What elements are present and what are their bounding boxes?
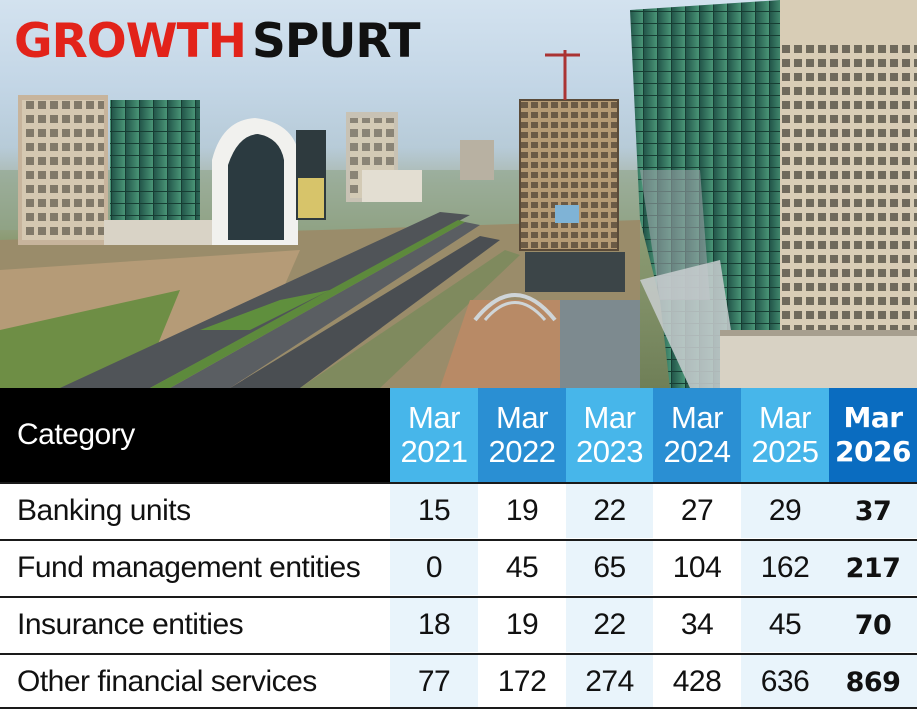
year-header-2024: Mar 2024 bbox=[653, 388, 741, 482]
year-header-year: 2024 bbox=[663, 434, 731, 469]
table-row: Banking units 15 19 22 27 29 37 bbox=[0, 482, 917, 538]
table-cell-latest: 217 bbox=[829, 541, 917, 595]
year-header-2026: Mar 2026 bbox=[829, 388, 917, 482]
row-category: Other financial services bbox=[0, 655, 390, 709]
headline-word-growth: GROWTH bbox=[14, 14, 247, 69]
table-cell: 22 bbox=[566, 598, 653, 652]
table-cell-latest: 869 bbox=[829, 655, 917, 709]
table-row: Other financial services 77 172 274 428 … bbox=[0, 653, 917, 709]
table-cell: 65 bbox=[566, 541, 653, 595]
skyline-illustration bbox=[0, 0, 917, 388]
skyline-photo: GROWTH SPURT bbox=[0, 0, 917, 388]
growth-table: Category Mar 2021 Mar 2022 Mar 2023 Mar … bbox=[0, 388, 917, 709]
year-header-2025: Mar 2025 bbox=[741, 388, 829, 482]
table-cell: 172 bbox=[478, 655, 566, 709]
year-header-year: 2026 bbox=[835, 435, 911, 468]
year-header-month: Mar bbox=[671, 400, 723, 435]
table-cell: 636 bbox=[741, 655, 829, 709]
category-header: Category bbox=[0, 388, 390, 482]
year-header-year: 2025 bbox=[751, 434, 819, 469]
year-header-year: 2022 bbox=[488, 434, 556, 469]
table-cell: 34 bbox=[653, 598, 741, 652]
table-cell: 18 bbox=[390, 598, 478, 652]
year-header-month: Mar bbox=[496, 400, 548, 435]
year-header-year: 2021 bbox=[400, 434, 468, 469]
table-cell: 428 bbox=[653, 655, 741, 709]
table-cell-latest: 70 bbox=[829, 598, 917, 652]
year-header-2021: Mar 2021 bbox=[390, 388, 478, 482]
year-header-month: Mar bbox=[759, 400, 811, 435]
table-cell: 15 bbox=[390, 484, 478, 538]
table-row: Insurance entities 18 19 22 34 45 70 bbox=[0, 596, 917, 652]
year-header-year: 2023 bbox=[576, 434, 643, 469]
row-category: Banking units bbox=[0, 484, 390, 538]
headline-word-spurt: SPURT bbox=[251, 14, 421, 69]
table-bottom-border bbox=[0, 707, 917, 709]
year-header-2023: Mar 2023 bbox=[566, 388, 653, 482]
table-cell: 274 bbox=[566, 655, 653, 709]
table-cell: 162 bbox=[741, 541, 829, 595]
headline: GROWTH SPURT bbox=[14, 18, 421, 65]
table-cell: 19 bbox=[478, 598, 566, 652]
row-category: Fund management entities bbox=[0, 541, 390, 595]
table-cell: 77 bbox=[390, 655, 478, 709]
table-cell: 45 bbox=[741, 598, 829, 652]
year-header-month: Mar bbox=[408, 400, 460, 435]
table-row: Fund management entities 0 45 65 104 162… bbox=[0, 539, 917, 595]
table-cell: 27 bbox=[653, 484, 741, 538]
year-header-month: Mar bbox=[583, 400, 636, 435]
table-cell-latest: 37 bbox=[829, 484, 917, 538]
table-cell: 45 bbox=[478, 541, 566, 595]
table-cell: 19 bbox=[478, 484, 566, 538]
table-cell: 0 bbox=[390, 541, 478, 595]
row-category: Insurance entities bbox=[0, 598, 390, 652]
year-header-month: Mar bbox=[843, 401, 903, 434]
table-cell: 104 bbox=[653, 541, 741, 595]
year-header-2022: Mar 2022 bbox=[478, 388, 566, 482]
table-header-row: Category Mar 2021 Mar 2022 Mar 2023 Mar … bbox=[0, 388, 917, 482]
table-cell: 22 bbox=[566, 484, 653, 538]
table-cell: 29 bbox=[741, 484, 829, 538]
